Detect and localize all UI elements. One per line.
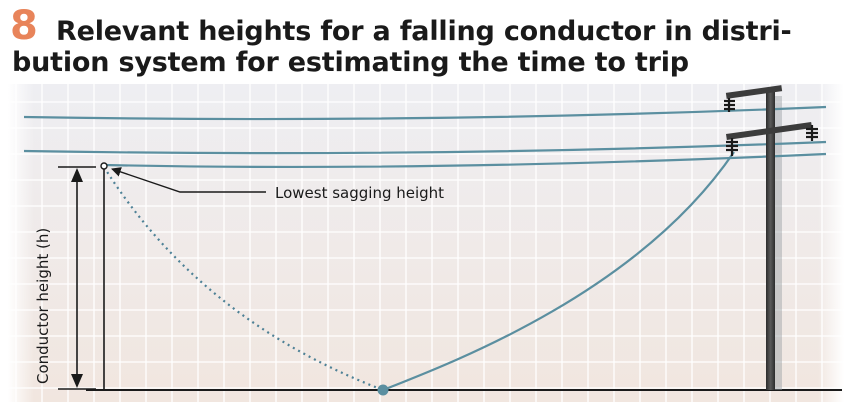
conductor-height-label: Conductor height (h) [34,228,52,384]
fallen-conductor [382,151,735,392]
lowest-sagging-height-label: Lowest sagging height [275,184,444,202]
diagram-background [8,84,844,402]
title-line-1: Relevant heights for a falling conductor… [56,16,792,47]
conductors [23,105,827,392]
right-fade [818,84,844,402]
conductor-middle [23,140,827,155]
insulator-right [806,125,818,141]
fall-trajectory [103,166,384,392]
pole-shadow [772,96,782,390]
upper-crossarm [725,85,783,99]
title-line-2: bution system for estimating the time to… [12,47,689,78]
ground-contact-point [377,384,389,396]
lowest-sag-point [100,162,108,170]
conductor-top [23,105,827,121]
left-fade [8,84,34,402]
lowest-sag-leader [111,167,266,193]
insulators [724,98,818,156]
insulator-left [726,138,738,156]
figure-number: 8 [10,3,38,49]
insulator-top [724,98,735,112]
utility-pole [766,90,775,390]
figure-title: 8 Relevant heights for a falling conduct… [8,3,844,84]
conductor-bottom [103,152,827,169]
height-dimension [58,166,96,390]
lower-crossarm [726,122,812,140]
